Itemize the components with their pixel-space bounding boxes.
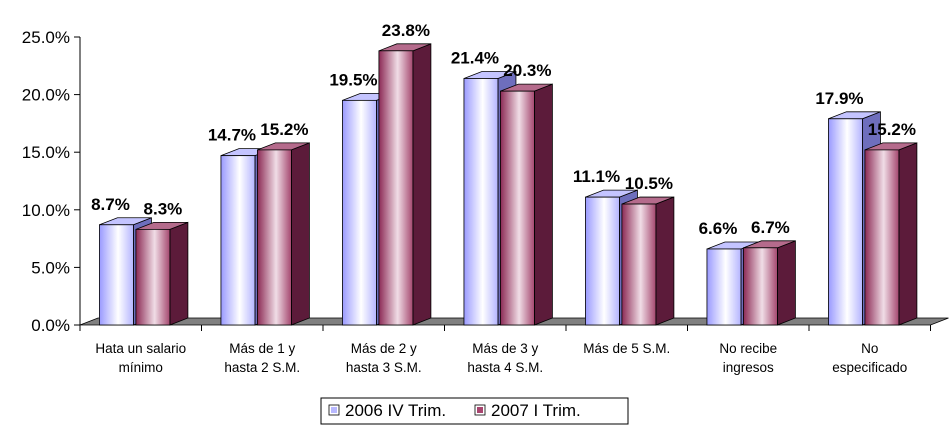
data-label: 6.7% xyxy=(751,218,790,237)
bar-front xyxy=(256,149,292,326)
bar xyxy=(621,196,675,326)
bar-side xyxy=(412,43,432,326)
y-tick-label: 5.0% xyxy=(31,258,70,277)
category-label: Más de 3 y xyxy=(472,341,538,356)
bar xyxy=(256,142,310,326)
bar-side xyxy=(777,240,796,326)
bar-front xyxy=(220,155,256,326)
bar-front xyxy=(743,247,778,326)
category-label: hasta 2 S.M. xyxy=(224,360,300,375)
data-label: 8.3% xyxy=(144,199,183,218)
category-label: Más de 5 S.M. xyxy=(583,341,670,356)
category-label: No xyxy=(861,341,878,356)
y-tick-label: 25.0% xyxy=(22,28,70,47)
data-label: 17.9% xyxy=(815,89,863,108)
category-label: Más de 1 y xyxy=(229,341,295,356)
bar-front xyxy=(621,203,657,326)
bar-side xyxy=(169,221,189,326)
bar-front xyxy=(463,78,499,326)
bar xyxy=(135,221,189,326)
bar-front xyxy=(135,228,171,326)
category-label: hasta 4 S.M. xyxy=(467,360,543,375)
y-tick-label: 15.0% xyxy=(22,143,70,162)
y-tick-label: 20.0% xyxy=(22,86,70,105)
bar-front xyxy=(828,118,863,326)
category-label: mínimo xyxy=(119,360,163,375)
legend-swatch-fill xyxy=(477,407,483,413)
bar xyxy=(499,83,553,326)
bar-front xyxy=(585,196,620,326)
legend-item: 2007 I Trim. xyxy=(474,401,581,420)
bar-front xyxy=(342,99,377,326)
bar xyxy=(743,240,796,326)
category-label: hasta 3 S.M. xyxy=(346,360,422,375)
bar-side xyxy=(534,83,553,326)
legend-label: 2006 IV Trim. xyxy=(345,401,446,420)
category-label: Hata un salario xyxy=(95,341,186,356)
category-label: No recibe xyxy=(719,341,777,356)
bar-front xyxy=(864,149,900,326)
bar-side xyxy=(290,142,310,326)
bar-front xyxy=(378,50,414,326)
data-label: 15.2% xyxy=(868,120,916,139)
data-label: 6.6% xyxy=(699,219,738,238)
category-label: ingresos xyxy=(723,360,774,375)
data-label: 14.7% xyxy=(208,126,256,145)
legend-item: 2006 IV Trim. xyxy=(328,401,446,420)
data-label: 23.8% xyxy=(382,21,430,40)
bar-front xyxy=(499,90,535,326)
data-label: 15.2% xyxy=(260,120,308,139)
bar-front xyxy=(99,224,134,326)
data-label: 11.1% xyxy=(573,167,620,186)
data-label: 20.3% xyxy=(503,61,551,80)
legend-label: 2007 I Trim. xyxy=(491,401,581,420)
bar-side xyxy=(898,142,918,326)
data-label: 19.5% xyxy=(329,70,377,89)
y-tick-label: 10.0% xyxy=(22,201,70,220)
category-label: Más de 2 y xyxy=(351,341,417,356)
data-label: 21.4% xyxy=(451,48,499,67)
bar xyxy=(864,142,918,326)
bar-side xyxy=(655,196,675,326)
category-label: especificado xyxy=(832,360,907,375)
data-label: 8.7% xyxy=(91,195,130,214)
legend-box xyxy=(320,397,629,425)
data-label: 10.5% xyxy=(625,174,673,193)
bar xyxy=(378,43,432,326)
bar-front xyxy=(706,248,742,326)
legend-swatch-fill xyxy=(331,407,337,413)
y-tick-label: 0.0% xyxy=(31,316,70,335)
